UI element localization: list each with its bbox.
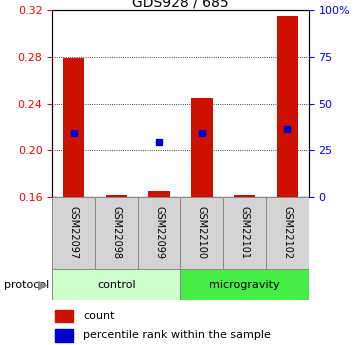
FancyBboxPatch shape [223, 197, 266, 269]
FancyBboxPatch shape [180, 269, 309, 300]
Bar [106, 196, 127, 197]
Text: protocol: protocol [4, 280, 49, 289]
Text: GSM22102: GSM22102 [282, 206, 292, 259]
FancyBboxPatch shape [266, 197, 309, 269]
Bar [148, 191, 170, 197]
FancyBboxPatch shape [138, 197, 180, 269]
Text: GSM22100: GSM22100 [197, 206, 207, 259]
FancyBboxPatch shape [52, 197, 95, 269]
Text: control: control [97, 280, 136, 289]
FancyBboxPatch shape [52, 269, 180, 300]
FancyBboxPatch shape [180, 197, 223, 269]
Bar [55, 329, 73, 342]
Bar [63, 58, 84, 197]
Text: microgravity: microgravity [209, 280, 280, 289]
Text: GSM22101: GSM22101 [240, 206, 249, 259]
Text: count: count [83, 311, 114, 321]
Bar [234, 196, 255, 197]
Text: GSM22099: GSM22099 [154, 206, 164, 259]
Bar [191, 98, 213, 197]
Bar [55, 310, 73, 322]
FancyBboxPatch shape [95, 197, 138, 269]
Text: GSM22097: GSM22097 [69, 206, 79, 259]
Text: percentile rank within the sample: percentile rank within the sample [83, 331, 271, 341]
Text: GSM22098: GSM22098 [112, 206, 121, 259]
Title: GDS928 / 685: GDS928 / 685 [132, 0, 229, 9]
Text: ▶: ▶ [38, 278, 48, 291]
Bar [277, 16, 298, 197]
